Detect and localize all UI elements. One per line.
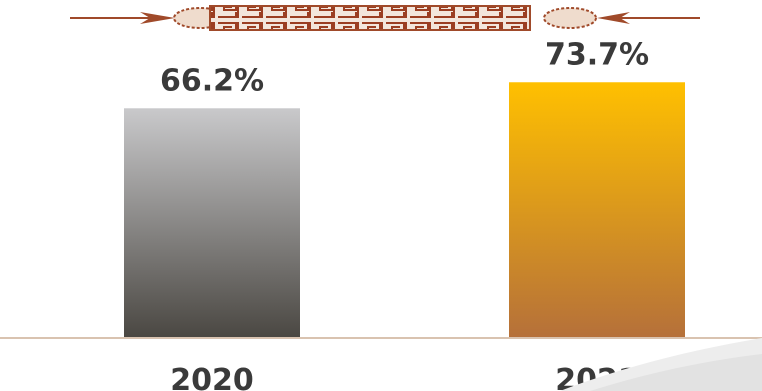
category-label-2021: 2021 (555, 363, 639, 391)
ornament-right-cap (543, 7, 597, 29)
bar-2020 (124, 108, 300, 338)
category-label-2020: 2020 (170, 363, 254, 391)
value-label-2021: 73.7% (545, 37, 649, 72)
bar-2021 (509, 82, 685, 338)
decorative-ornament (70, 5, 700, 31)
ornament-left-arrow (140, 12, 175, 24)
value-label-2020: 66.2% (160, 63, 264, 98)
ornament-fret-band (209, 5, 531, 31)
